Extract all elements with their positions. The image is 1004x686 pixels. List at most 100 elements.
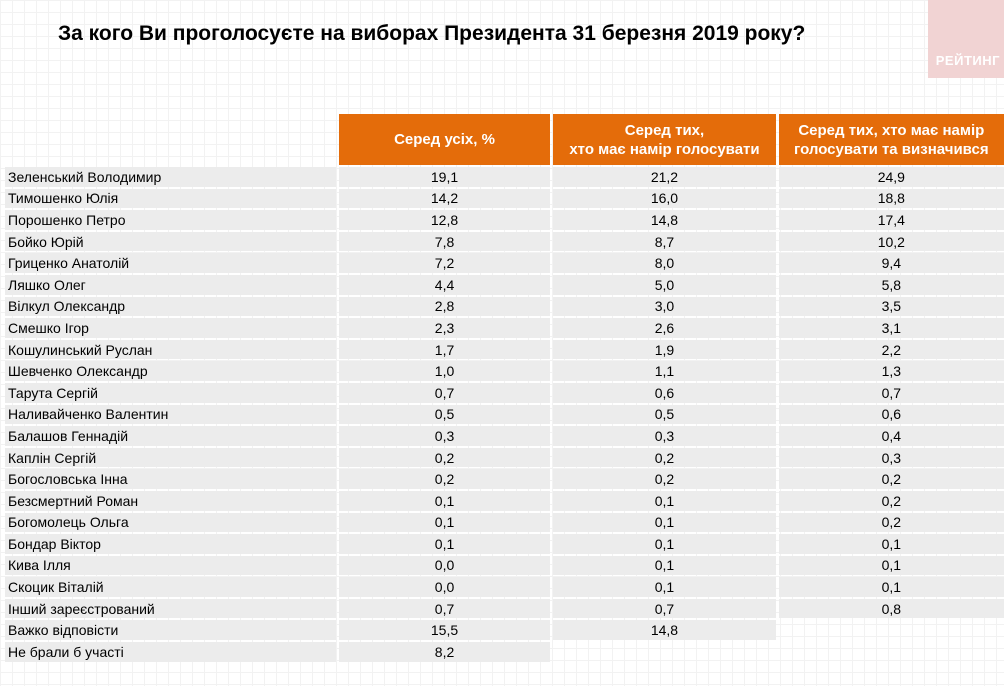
value-cell: 2,2 bbox=[778, 339, 1004, 360]
candidate-name: Інший зареєстрований bbox=[5, 598, 336, 619]
value-cell: 3,0 bbox=[553, 296, 776, 317]
value-cell: 0,2 bbox=[778, 512, 1004, 533]
table-row: Бондар Віктор 0,1 0,1 0,1 bbox=[5, 534, 1004, 554]
candidate-name: Богословська Інна bbox=[5, 469, 336, 489]
value-cell: 19,1 bbox=[338, 167, 551, 187]
value-cell: 1,1 bbox=[553, 361, 776, 381]
candidate-name: Бойко Юрій bbox=[5, 231, 336, 252]
results-table: Серед усіх, % Серед тих, хто має намір го… bbox=[2, 112, 1004, 664]
table-row: Гриценко Анатолій 7,2 8,0 9,4 bbox=[5, 253, 1004, 273]
value-cell: 8,0 bbox=[553, 253, 776, 273]
value-cell: 7,2 bbox=[338, 253, 551, 273]
value-cell: 17,4 bbox=[778, 210, 1004, 230]
value-cell: 1,7 bbox=[338, 339, 551, 360]
header-voters: Серед тих, хто має намір голосувати bbox=[553, 114, 776, 165]
value-cell: 3,5 bbox=[778, 296, 1004, 317]
header-decided: Серед тих, хто має намір голосувати та ви… bbox=[778, 114, 1004, 165]
value-cell: 0,3 bbox=[553, 426, 776, 446]
table-row: Балашов Геннадій 0,3 0,3 0,4 bbox=[5, 426, 1004, 446]
candidate-name: Балашов Геннадій bbox=[5, 426, 336, 446]
candidate-name: Скоцик Віталій bbox=[5, 577, 336, 597]
value-cell: 5,8 bbox=[778, 274, 1004, 295]
value-cell: 8,2 bbox=[338, 642, 551, 662]
value-cell: 0,2 bbox=[553, 469, 776, 489]
candidate-name: Вілкул Олександр bbox=[5, 296, 336, 317]
value-cell: 5,0 bbox=[553, 274, 776, 295]
table-row: Інший зареєстрований 0,7 0,7 0,8 bbox=[5, 598, 1004, 619]
table-row: Богомолець Ольга 0,1 0,1 0,2 bbox=[5, 512, 1004, 533]
value-cell: 3,1 bbox=[778, 318, 1004, 338]
value-cell: 10,2 bbox=[778, 231, 1004, 252]
candidate-name: Важко відповісти bbox=[5, 620, 336, 641]
value-cell: 1,9 bbox=[553, 339, 776, 360]
value-cell: 0,2 bbox=[338, 469, 551, 489]
value-cell: 0,2 bbox=[553, 447, 776, 468]
value-cell: 0,1 bbox=[338, 512, 551, 533]
value-cell: 7,8 bbox=[338, 231, 551, 252]
value-cell: 0,7 bbox=[778, 382, 1004, 403]
value-cell: 0,1 bbox=[338, 490, 551, 511]
table-row: Безсмертний Роман 0,1 0,1 0,2 bbox=[5, 490, 1004, 511]
value-cell: 9,4 bbox=[778, 253, 1004, 273]
value-cell: 16,0 bbox=[553, 188, 776, 209]
header-all: Серед усіх, % bbox=[338, 114, 551, 165]
value-cell: 0,7 bbox=[338, 382, 551, 403]
table-header: Серед усіх, % Серед тих, хто має намір го… bbox=[5, 114, 1004, 165]
candidate-name: Тимошенко Юлія bbox=[5, 188, 336, 209]
logo-text: РЕЙТИНГ bbox=[935, 53, 1000, 68]
table-row: Кива Ілля 0,0 0,1 0,1 bbox=[5, 555, 1004, 576]
value-cell: 14,8 bbox=[553, 620, 776, 641]
candidate-name: Смешко Ігор bbox=[5, 318, 336, 338]
value-cell: 18,8 bbox=[778, 188, 1004, 209]
value-cell: 0,2 bbox=[778, 469, 1004, 489]
value-cell: 2,3 bbox=[338, 318, 551, 338]
candidate-name: Ляшко Олег bbox=[5, 274, 336, 295]
candidate-name: Кива Ілля bbox=[5, 555, 336, 576]
value-cell: 15,5 bbox=[338, 620, 551, 641]
candidate-name: Бондар Віктор bbox=[5, 534, 336, 554]
value-cell: 1,0 bbox=[338, 361, 551, 381]
value-cell: 1,3 bbox=[778, 361, 1004, 381]
value-cell: 14,8 bbox=[553, 210, 776, 230]
value-cell: 2,8 bbox=[338, 296, 551, 317]
value-cell: 21,2 bbox=[553, 167, 776, 187]
value-cell: 0,3 bbox=[778, 447, 1004, 468]
candidate-name: Безсмертний Роман bbox=[5, 490, 336, 511]
value-cell: 0,7 bbox=[338, 598, 551, 619]
value-cell: 0,1 bbox=[338, 534, 551, 554]
value-cell: 0,4 bbox=[778, 426, 1004, 446]
value-cell: 0,2 bbox=[338, 447, 551, 468]
value-cell: 2,6 bbox=[553, 318, 776, 338]
table-row: Каплін Сергій 0,2 0,2 0,3 bbox=[5, 447, 1004, 468]
table-row: Важко відповісти 15,5 14,8 bbox=[5, 620, 1004, 641]
value-cell: 0,0 bbox=[338, 577, 551, 597]
page-title: За кого Ви проголосуєте на виборах Прези… bbox=[58, 22, 806, 45]
value-cell: 0,6 bbox=[553, 382, 776, 403]
value-cell: 0,1 bbox=[553, 490, 776, 511]
value-cell: 0,8 bbox=[778, 598, 1004, 619]
rating-logo: РЕЙТИНГ bbox=[928, 0, 1004, 78]
candidate-name: Богомолець Ольга bbox=[5, 512, 336, 533]
header-blank bbox=[5, 114, 336, 165]
value-cell: 4,4 bbox=[338, 274, 551, 295]
value-cell: 0,6 bbox=[778, 404, 1004, 425]
candidate-name: Шевченко Олександр bbox=[5, 361, 336, 381]
table-row: Тимошенко Юлія 14,2 16,0 18,8 bbox=[5, 188, 1004, 209]
table-row: Не брали б участі 8,2 bbox=[5, 642, 1004, 662]
value-cell: 0,5 bbox=[553, 404, 776, 425]
value-cell: 14,2 bbox=[338, 188, 551, 209]
value-cell: 0,1 bbox=[553, 577, 776, 597]
table-row: Шевченко Олександр 1,0 1,1 1,3 bbox=[5, 361, 1004, 381]
table-row: Кошулинський Руслан 1,7 1,9 2,2 bbox=[5, 339, 1004, 360]
table-row: Зеленський Володимир 19,1 21,2 24,9 bbox=[5, 167, 1004, 187]
candidate-name: Каплін Сергій bbox=[5, 447, 336, 468]
table-row: Вілкул Олександр 2,8 3,0 3,5 bbox=[5, 296, 1004, 317]
table-row: Смешко Ігор 2,3 2,6 3,1 bbox=[5, 318, 1004, 338]
table-row: Наливайченко Валентин 0,5 0,5 0,6 bbox=[5, 404, 1004, 425]
table-row: Порошенко Петро 12,8 14,8 17,4 bbox=[5, 210, 1004, 230]
value-cell: 8,7 bbox=[553, 231, 776, 252]
value-cell: 0,5 bbox=[338, 404, 551, 425]
candidate-name: Наливайченко Валентин bbox=[5, 404, 336, 425]
value-cell: 0,2 bbox=[778, 490, 1004, 511]
value-cell: 0,1 bbox=[778, 555, 1004, 576]
